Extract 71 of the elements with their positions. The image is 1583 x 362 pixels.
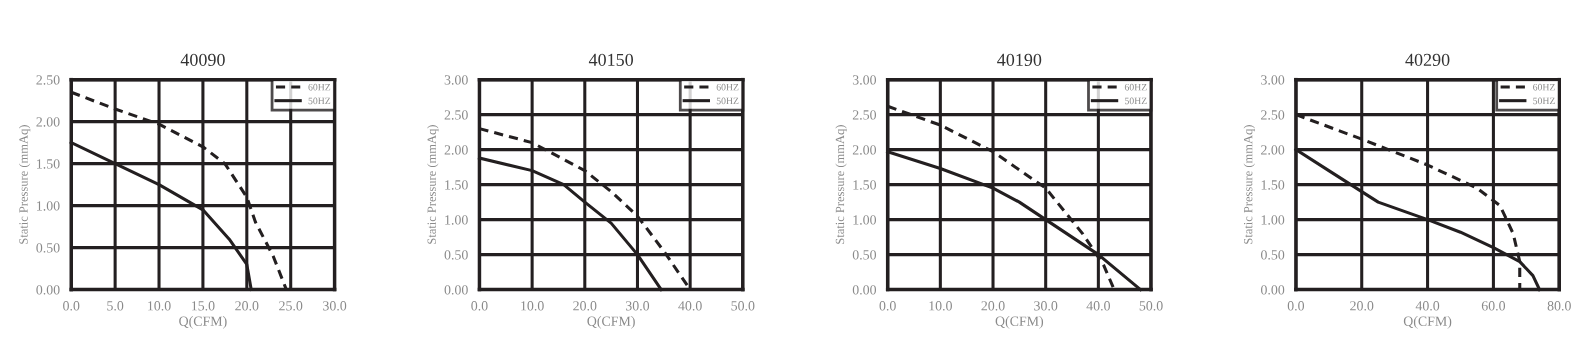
x-axis-title: Q(CFM)	[995, 316, 1044, 329]
y-tick-label: 0.50	[1261, 250, 1285, 260]
x-tick-label: 10.0	[148, 301, 171, 311]
legend-label: 50HZ	[716, 97, 739, 105]
y-tick-label: 2.00	[852, 145, 877, 155]
y-tick-label: 1.00	[445, 215, 468, 225]
x-tick-label: 40.0	[678, 301, 702, 311]
legend-label: 60HZ	[1533, 83, 1555, 91]
x-tick-label: 20.0	[981, 301, 1005, 311]
x-tick-label: 25.0	[279, 301, 303, 311]
y-tick-label: 2.00	[1261, 145, 1285, 155]
y-tick-label: 2.50	[852, 110, 877, 120]
y-tick-label: 3.00	[1261, 75, 1285, 85]
chart-title: 40090	[180, 53, 225, 66]
legend-label: 50HZ	[1533, 97, 1555, 105]
y-tick-label: 0.00	[852, 285, 877, 295]
y-tick-label: 2.50	[36, 75, 60, 85]
x-tick-label: 50.0	[731, 301, 755, 311]
x-axis-title: Q(CFM)	[587, 316, 635, 329]
y-tick-label: 1.50	[1261, 180, 1285, 190]
chart-title: 40290	[1405, 53, 1450, 66]
x-tick-label: 30.0	[1034, 301, 1058, 311]
y-tick-label: 1.00	[1261, 215, 1285, 225]
x-tick-label: 10.0	[521, 301, 544, 311]
x-tick-label: 15.0	[191, 301, 215, 311]
legend-label: 60HZ	[1124, 83, 1147, 91]
y-tick-label: 1.00	[853, 215, 877, 225]
y-tick-label: 2.50	[444, 110, 468, 120]
legend-label: 60HZ	[308, 83, 331, 91]
legend-label: 50HZ	[1125, 97, 1147, 105]
y-axis-title: Static Pressure (mmAq)	[1243, 125, 1255, 244]
legend-label: 60HZ	[716, 83, 739, 91]
x-tick-label: 0.0	[1287, 301, 1305, 311]
chart-title: 40190	[997, 53, 1042, 66]
x-tick-label: 60.0	[1481, 301, 1506, 311]
y-tick-label: 0.50	[36, 243, 60, 253]
x-tick-label: 20.0	[235, 301, 259, 311]
y-axis-title: Static Pressure (mmAq)	[18, 125, 31, 244]
y-tick-label: 1.50	[37, 159, 60, 169]
y-tick-label: 1.50	[445, 180, 468, 190]
y-tick-label: 1.50	[853, 180, 877, 190]
legend-label: 50HZ	[308, 97, 331, 105]
y-tick-label: 2.00	[444, 145, 468, 155]
y-tick-label: 0.50	[852, 250, 877, 260]
x-axis-title: Q(CFM)	[1403, 316, 1452, 329]
y-tick-label: 0.50	[444, 250, 468, 260]
x-tick-label: 30.0	[625, 301, 650, 311]
x-tick-label: 20.0	[1350, 301, 1374, 311]
x-tick-label: 40.0	[1086, 301, 1110, 311]
y-tick-label: 2.50	[1261, 110, 1285, 120]
y-tick-label: 1.00	[37, 201, 60, 211]
x-tick-label: 30.0	[323, 301, 347, 311]
chart-title: 40150	[588, 53, 634, 66]
y-tick-label: 2.00	[36, 117, 60, 127]
y-axis-title: Static Pressure (mmAq)	[835, 125, 847, 244]
x-tick-label: 0.0	[63, 301, 80, 311]
x-tick-label: 40.0	[1415, 301, 1440, 311]
x-axis-title: Q(CFM)	[179, 316, 227, 329]
y-tick-label: 0.00	[1261, 285, 1285, 295]
x-tick-label: 0.0	[471, 301, 488, 311]
y-tick-label: 3.00	[852, 75, 877, 85]
y-tick-label: 3.00	[444, 75, 468, 85]
x-tick-label: 10.0	[929, 301, 952, 311]
x-tick-label: 0.0	[879, 301, 896, 311]
y-tick-label: 0.00	[444, 285, 468, 295]
x-tick-label: 20.0	[573, 301, 597, 311]
y-axis-title: Static Pressure (mmAq)	[427, 125, 439, 244]
x-tick-label: 80.0	[1547, 301, 1571, 311]
x-tick-label: 5.0	[107, 301, 124, 311]
x-tick-label: 50.0	[1139, 301, 1163, 311]
y-tick-label: 0.00	[36, 285, 60, 295]
